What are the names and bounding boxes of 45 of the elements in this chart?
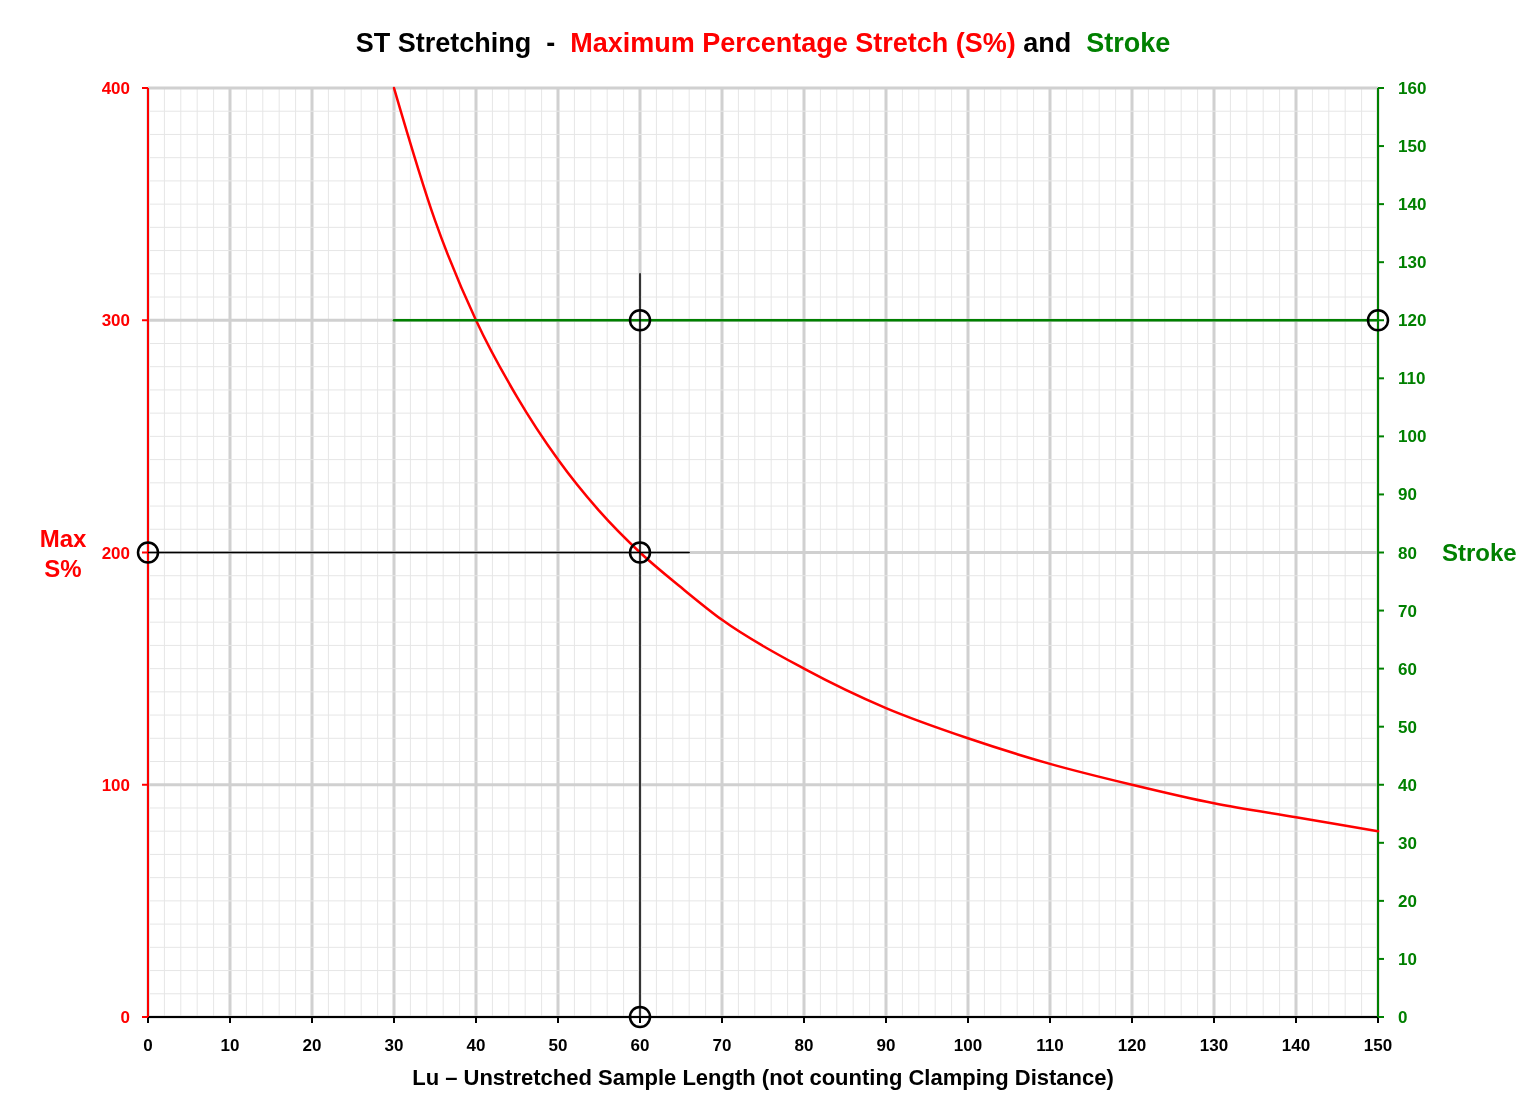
y2-axis-title: Stroke (1442, 538, 1517, 566)
y2-tick-label: 90 (1398, 485, 1417, 505)
y2-tick-label: 30 (1398, 833, 1417, 853)
x-tick-label: 130 (1199, 1036, 1229, 1055)
x-tick-label: 90 (876, 1036, 896, 1055)
y-tick-label: 400 (101, 79, 130, 98)
y2-tick-label: 150 (1398, 137, 1427, 157)
y2-tick-label: 70 (1398, 601, 1417, 621)
y2-tick-label: 110 (1398, 369, 1426, 389)
y2-tick-label: 100 (1398, 427, 1427, 447)
y2-tick-label: 50 (1398, 717, 1417, 737)
x-tick-label: 110 (1036, 1036, 1064, 1055)
x-tick-label: 80 (794, 1036, 814, 1055)
x-tick-label: 40 (466, 1036, 486, 1055)
x-tick-label: 100 (953, 1036, 983, 1055)
y2-tick-label: 160 (1398, 79, 1427, 98)
y-tick-label: 200 (101, 543, 130, 563)
x-tick-label: 140 (1281, 1036, 1311, 1055)
text: Stroke (1086, 28, 1171, 58)
y2-tick-label: 140 (1398, 195, 1427, 215)
x-tick-label: 50 (548, 1036, 568, 1055)
x-tick-label: 120 (1117, 1036, 1147, 1055)
y2-tick-label: 130 (1398, 253, 1427, 273)
text: Maximum Percentage Stretch (S%) (570, 28, 1016, 58)
x-axis-title: Lu – Unstretched Sample Length (not counting Clamping Distance) (412, 1065, 1114, 1090)
y2-tick-label: 10 (1398, 949, 1417, 969)
x-tick-label: 10 (220, 1036, 240, 1055)
y2-tick-label: 120 (1398, 311, 1427, 331)
y2-tick-label: 40 (1398, 775, 1417, 795)
x-tick-label: 0 (143, 1036, 153, 1055)
y-tick-label: 0 (120, 1008, 130, 1027)
x-tick-label: 20 (302, 1036, 322, 1055)
y2-tick-label: 20 (1398, 891, 1417, 911)
y2-tick-label: 0 (1398, 1008, 1408, 1027)
x-tick-label: 30 (384, 1036, 404, 1055)
y-tick-label: 300 (101, 311, 130, 331)
text: and (1015, 28, 1087, 58)
chart-title: ST Stretching - (355, 28, 571, 58)
y-axis-title: Max S% (39, 524, 87, 582)
y2-tick-label: 60 (1398, 659, 1417, 679)
y2-tick-label: 80 (1398, 543, 1417, 563)
x-tick-label: 70 (712, 1036, 732, 1055)
x-tick-label: 60 (630, 1036, 650, 1055)
x-tick-label: 150 (1363, 1036, 1393, 1055)
y-tick-label: 100 (101, 775, 130, 795)
